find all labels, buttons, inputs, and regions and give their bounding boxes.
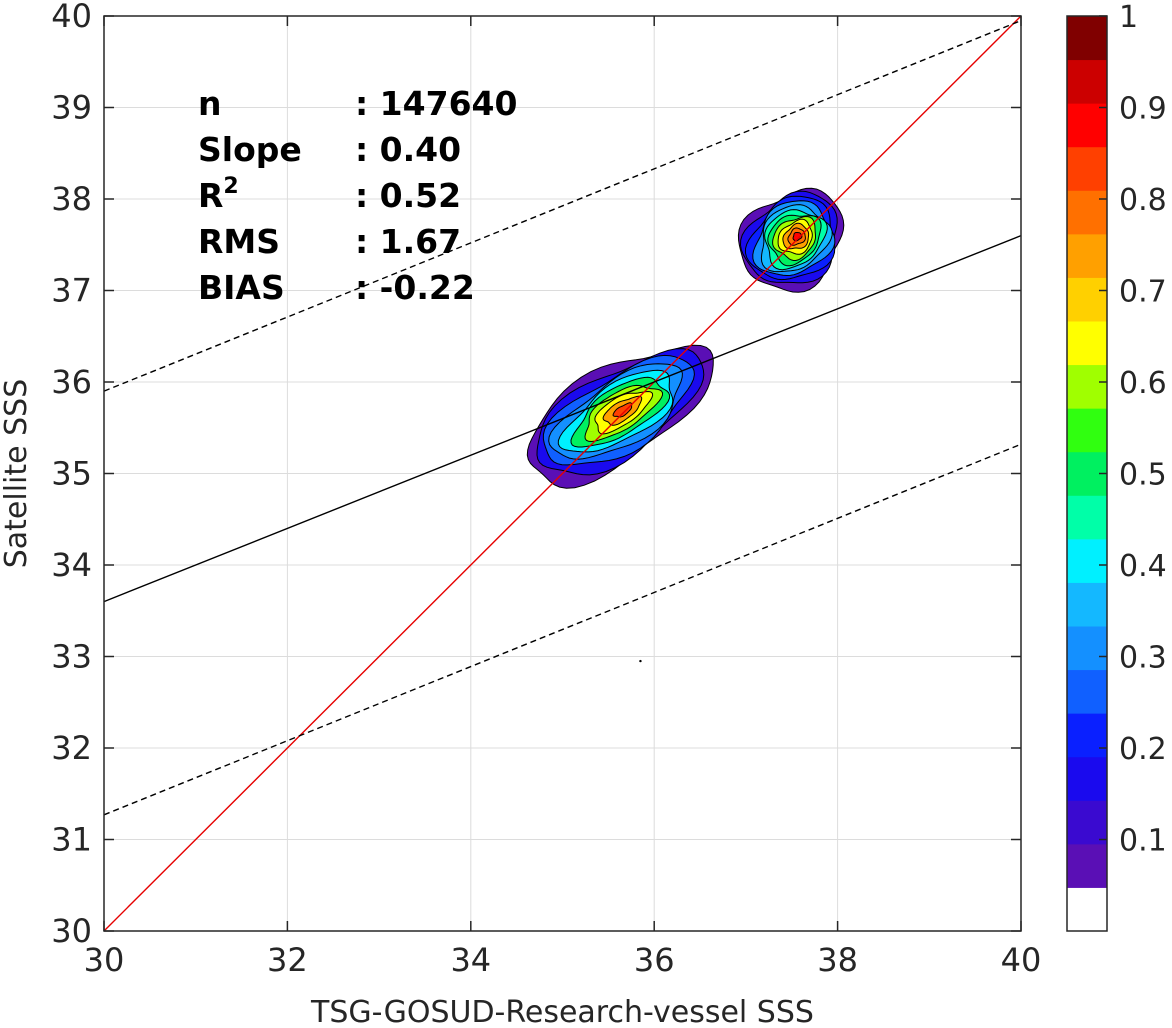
colorbar-tick-label: 0.7	[1119, 275, 1167, 310]
colorbar-tick-label: 0.1	[1119, 824, 1167, 859]
colorbar-tick-label: 0.6	[1119, 366, 1167, 401]
colorbar-segment	[1067, 277, 1107, 322]
colorbar-tick-label: 0.5	[1119, 458, 1167, 493]
y-tick-label: 35	[51, 455, 92, 493]
upper-bound-line	[103, 19, 1022, 392]
y-tick-labels: 30 31 32 33 34 35 36 37 38 39 40	[51, 0, 92, 950]
y-tick-label: 39	[51, 89, 92, 127]
colorbar-segment	[1067, 843, 1107, 888]
outlier-points	[639, 659, 642, 663]
colorbar-segment	[1067, 800, 1107, 845]
x-tick-label: 38	[817, 941, 858, 979]
stat-name: RMS	[198, 222, 280, 261]
stat-value: : 1.67	[355, 222, 461, 261]
colorbar-segment	[1067, 713, 1107, 758]
fit-lines	[103, 15, 1022, 932]
colorbar-segment	[1067, 887, 1107, 932]
data-point	[639, 659, 642, 663]
stat-value: : -0.22	[355, 268, 475, 307]
x-tick-label: 32	[267, 941, 308, 979]
colorbar-tick-label: 0.8	[1119, 183, 1167, 218]
colorbar-segment	[1067, 146, 1107, 191]
y-axis-title: Satellite SSS	[0, 379, 34, 569]
lower-bound-line	[103, 443, 1022, 816]
colorbar: 0.1 0.2 0.3 0.4 0.5 0.6 0.7 0.8 0.9 1	[1066, 0, 1167, 932]
colorbar-segment	[1067, 321, 1107, 366]
colorbar-segment	[1067, 495, 1107, 540]
stat-name: BIAS	[198, 268, 285, 307]
colorbar-segment	[1067, 669, 1107, 714]
stat-value: : 0.40	[355, 130, 461, 169]
one-to-one-line	[103, 15, 1022, 932]
regression-line	[103, 234, 1022, 603]
colorbar-segment	[1067, 582, 1107, 627]
colorbar-tick-label: 1	[1119, 0, 1138, 35]
colorbar-segment	[1067, 756, 1107, 801]
x-tick-label: 34	[450, 941, 491, 979]
colorbar-tick-label: 0.9	[1119, 92, 1167, 127]
density-contours	[526, 187, 845, 489]
y-tick-label: 31	[51, 821, 92, 859]
x-tick-label: 36	[634, 941, 675, 979]
y-tick-label: 38	[51, 180, 92, 218]
stat-name: Slope	[198, 130, 302, 169]
contour-level	[612, 402, 633, 418]
stat-name: R2	[198, 174, 239, 215]
y-tick-label: 40	[51, 0, 92, 35]
contour-level	[792, 232, 803, 242]
y-tick-label: 34	[51, 546, 92, 584]
stats-annotation: n : 147640 Slope : 0.40 R2 : 0.52 RMS : 1.67 BIA…	[198, 84, 517, 307]
colorbar-tick-label: 0.2	[1119, 732, 1167, 767]
colorbar-segment	[1067, 626, 1107, 671]
colorbar-segment	[1067, 408, 1107, 453]
colorbar-segment	[1067, 59, 1107, 104]
x-tick-label: 40	[1001, 941, 1042, 979]
x-tick-label: 30	[84, 941, 125, 979]
stat-superscript: 2	[223, 174, 238, 199]
colorbar-segment	[1067, 190, 1107, 235]
x-tick-labels: 30 32 34 36 38 40	[84, 941, 1042, 979]
colorbar-tick-label: 0.4	[1119, 549, 1167, 584]
x-axis-title: TSG-GOSUD-Research-vessel SSS	[310, 995, 814, 1028]
y-tick-label: 36	[51, 363, 92, 401]
colorbar-tick-label: 0.3	[1119, 641, 1167, 676]
colorbar-segment	[1067, 538, 1107, 583]
colorbar-segment	[1067, 103, 1107, 148]
y-tick-label: 37	[51, 272, 92, 310]
y-tick-label: 30	[51, 912, 92, 950]
colorbar-segment	[1067, 16, 1107, 61]
colorbar-segment	[1067, 364, 1107, 409]
stat-name: n	[198, 84, 222, 123]
stat-value: : 147640	[355, 84, 517, 123]
axis-ticks	[103, 15, 1022, 932]
colorbar-segment	[1067, 233, 1107, 278]
stat-value: : 0.52	[355, 176, 461, 215]
y-tick-label: 32	[51, 729, 92, 767]
y-tick-label: 33	[51, 638, 92, 676]
